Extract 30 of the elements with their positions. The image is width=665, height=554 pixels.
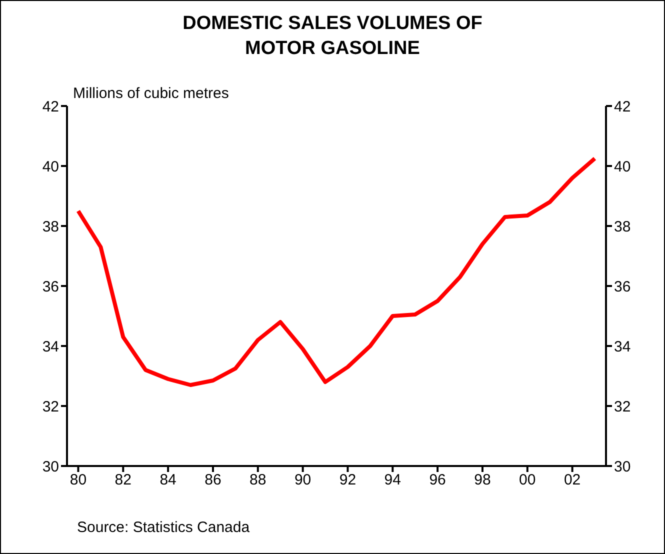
x-tick-label: 02 bbox=[564, 472, 581, 489]
x-tick-label: 80 bbox=[70, 472, 87, 489]
y-tick-label: 34 bbox=[42, 338, 59, 356]
y2-tick-label: 38 bbox=[614, 218, 631, 236]
y-tick-label: 30 bbox=[42, 458, 59, 476]
x-tick-label: 94 bbox=[384, 472, 401, 489]
x-tick-label: 82 bbox=[114, 472, 132, 489]
line-series bbox=[76, 156, 597, 387]
y2-tick-label: 34 bbox=[614, 338, 631, 356]
x-tick-label: 92 bbox=[339, 472, 356, 489]
x-tick-label: 00 bbox=[519, 472, 536, 489]
y-tick-label: 40 bbox=[42, 158, 59, 176]
y-tick-label: 38 bbox=[42, 218, 59, 236]
x-tick-label: 86 bbox=[204, 472, 222, 489]
y2-tick-label: 42 bbox=[614, 98, 631, 116]
y-axis-title: Millions of cubic metres bbox=[73, 85, 229, 102]
x-tick-label: 98 bbox=[474, 472, 491, 489]
y2-tick-label: 30 bbox=[614, 458, 631, 476]
y-tick-label: 42 bbox=[42, 98, 59, 116]
y-tick-label: 36 bbox=[42, 278, 59, 296]
x-tick-label: 96 bbox=[429, 472, 446, 489]
x-tick-label: 88 bbox=[250, 472, 266, 489]
y2-tick-label: 36 bbox=[614, 278, 631, 296]
x-tick-label: 90 bbox=[294, 472, 312, 489]
y-tick-label: 32 bbox=[42, 398, 59, 416]
chart-title: DOMESTIC SALES VOLUMES OF MOTOR GASOLINE bbox=[182, 12, 484, 61]
y2-tick-label: 40 bbox=[614, 158, 631, 176]
x-tick-label: 84 bbox=[160, 472, 176, 489]
source-note: Source: Statistics Canada bbox=[77, 519, 250, 536]
y2-tick-label: 32 bbox=[614, 398, 631, 416]
